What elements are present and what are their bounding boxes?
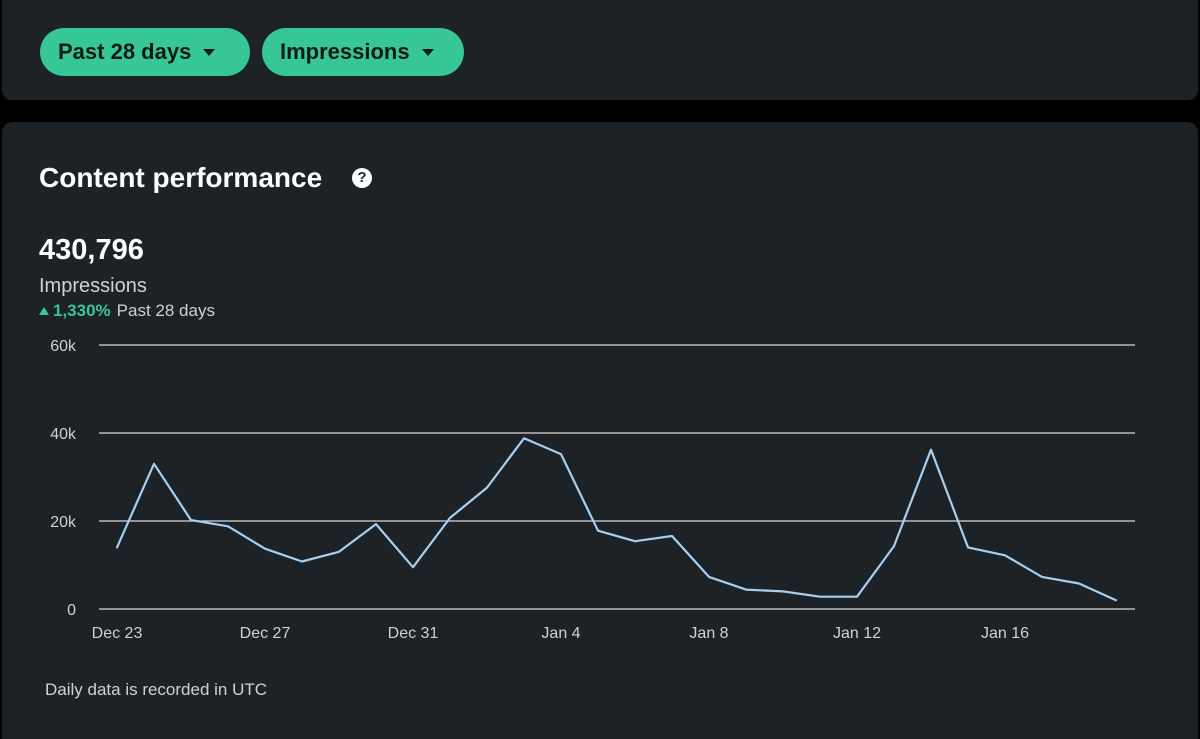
metric-label: Impressions — [280, 39, 410, 64]
data-point[interactable] — [888, 540, 900, 552]
data-point[interactable] — [814, 591, 826, 603]
data-point[interactable] — [296, 555, 308, 567]
data-point[interactable] — [777, 585, 789, 597]
data-point[interactable] — [333, 546, 345, 558]
change-period: Past 28 days — [116, 301, 215, 320]
data-point[interactable] — [185, 514, 197, 526]
data-point[interactable] — [666, 530, 678, 542]
data-point[interactable] — [925, 444, 937, 456]
data-point[interactable] — [962, 541, 974, 553]
footnote: Daily data is recorded in UTC — [45, 680, 268, 699]
card-title: Content performance — [39, 162, 323, 193]
data-point[interactable] — [370, 518, 382, 530]
x-tick-label: Jan 4 — [541, 625, 580, 642]
total-impressions: 430,796 — [39, 234, 144, 266]
data-point[interactable] — [148, 458, 160, 470]
date-range-dropdown[interactable]: Past 28 days — [40, 28, 250, 76]
data-point[interactable] — [222, 520, 234, 532]
data-point[interactable] — [1036, 571, 1048, 583]
data-point[interactable] — [740, 584, 752, 596]
metric-dropdown[interactable]: Impressions — [262, 28, 464, 76]
series-line — [115, 437, 1118, 602]
data-point[interactable] — [555, 448, 567, 460]
data-point[interactable] — [111, 541, 123, 553]
x-tick-label: Jan 12 — [833, 625, 881, 642]
change-indicator: 1,330% Past 28 days — [39, 300, 215, 322]
filter-bar: Past 28 days Impressions — [2, 0, 1198, 100]
y-tick-label: 40k — [50, 426, 77, 443]
content-performance-card: Content performance ? 430,796 Impression… — [2, 122, 1198, 739]
data-point[interactable] — [444, 512, 456, 524]
change-percent: 1,330% — [53, 301, 111, 320]
data-point[interactable] — [592, 525, 604, 537]
data-point[interactable] — [629, 535, 641, 547]
y-tick-label: 60k — [50, 338, 77, 355]
question-circle-icon[interactable]: ? — [352, 168, 372, 188]
data-point[interactable] — [1073, 577, 1085, 589]
total-metric-label: Impressions — [39, 275, 147, 297]
data-point[interactable] — [518, 432, 530, 444]
data-point[interactable] — [407, 561, 419, 573]
data-point[interactable] — [259, 543, 271, 555]
caret-down-icon — [203, 48, 216, 56]
data-point[interactable] — [481, 482, 493, 494]
x-tick-label: Jan 16 — [981, 625, 1029, 642]
data-point[interactable] — [999, 549, 1011, 561]
caret-down-icon — [421, 48, 434, 56]
triangle-up-icon — [39, 307, 49, 315]
data-point[interactable] — [703, 571, 715, 583]
x-tick-label: Dec 31 — [388, 625, 439, 642]
x-tick-label: Dec 23 — [92, 625, 143, 642]
impressions-line-chart: 0 20k 40k 60k Dec 23 Dec 27 Dec 31 Jan 4 Jan 8 J… — [50, 338, 1135, 642]
x-tick-label: Dec 27 — [240, 625, 291, 642]
data-point[interactable] — [851, 591, 863, 603]
y-tick-label: 20k — [50, 514, 77, 531]
date-range-label: Past 28 days — [58, 39, 192, 64]
data-point[interactable] — [1110, 594, 1122, 606]
y-tick-label: 0 — [67, 602, 76, 619]
x-tick-label: Jan 8 — [689, 625, 728, 642]
